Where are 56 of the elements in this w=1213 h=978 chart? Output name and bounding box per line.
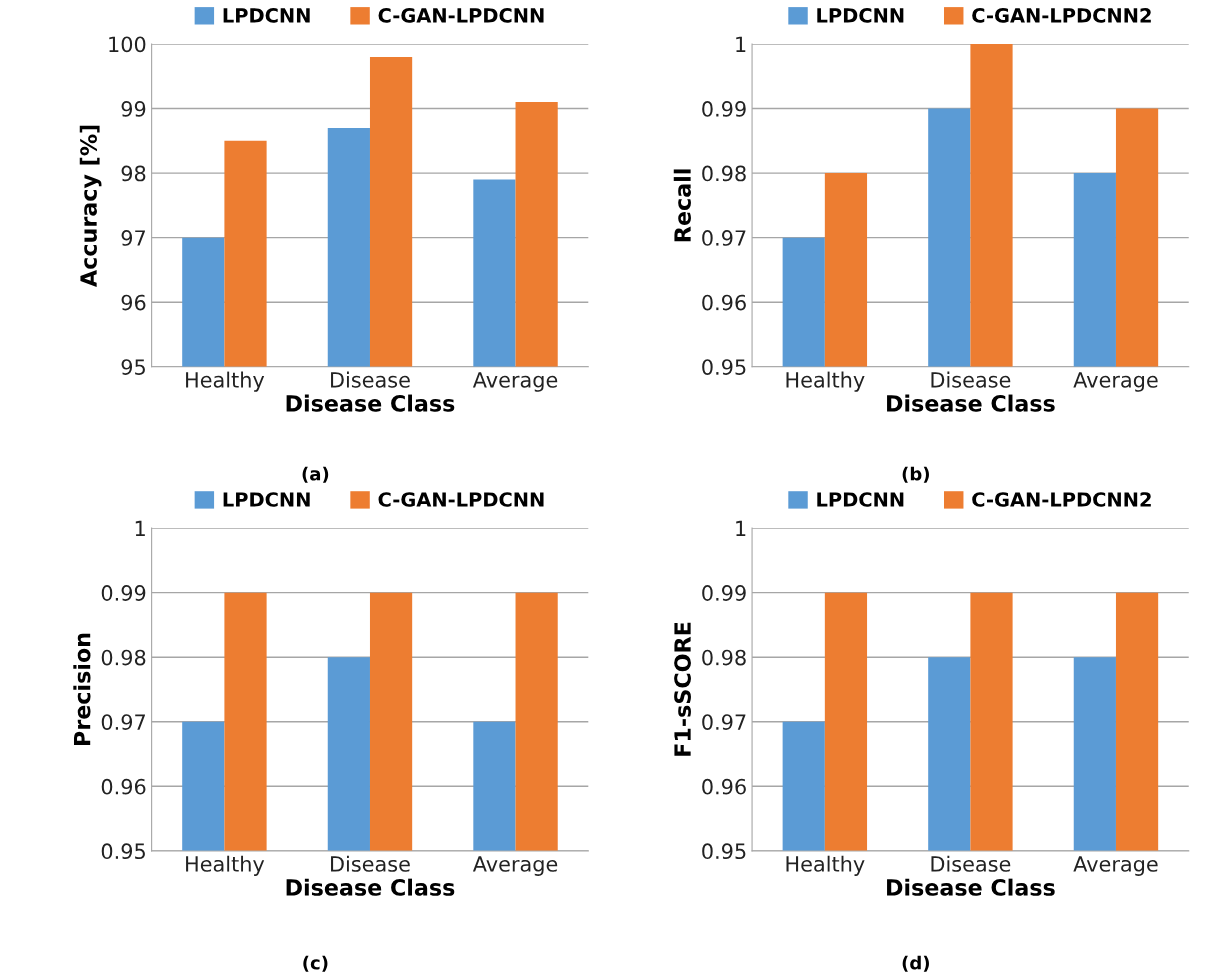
x-axis-title: Disease Class: [887, 394, 1055, 412]
y-axis-title: F1-sSCORE: [674, 622, 691, 756]
legend-label: LPDCNN: [817, 8, 904, 23]
x-tick-label: Disease: [331, 855, 410, 872]
y-tick-label: 98: [121, 165, 146, 182]
y-tick-label: 1: [135, 520, 145, 537]
y-tick-label: 0.98: [702, 165, 746, 182]
x-axis-title: Disease Class: [887, 878, 1055, 896]
legend-label: C-GAN-LPDCNN2: [972, 492, 1151, 507]
text: (a): [302, 466, 329, 483]
y-axis-title: Accuracy [%]: [79, 125, 102, 287]
legend-label: LPDCNN: [223, 492, 310, 507]
text: (d): [902, 955, 929, 972]
y-axis-title: Precision: [73, 633, 91, 745]
y-tick-label: 0.99: [702, 585, 746, 601]
y-tick-label: 0.99: [101, 585, 146, 601]
x-tick-label: Healthy: [786, 371, 865, 392]
y-tick-label: 0.97: [702, 714, 746, 730]
y-tick-label: 1: [736, 36, 746, 52]
legend-label: LPDCNN: [223, 8, 310, 23]
x-tick-label: Healthy: [186, 371, 265, 392]
y-axis-title: Recall: [673, 169, 691, 242]
x-tick-label: Average: [1073, 372, 1158, 392]
y-tick-label: 0.95: [101, 843, 145, 860]
y-tick-label: 0.97: [101, 714, 145, 730]
text: (b): [902, 466, 929, 483]
x-tick-label: Healthy: [786, 855, 865, 876]
x-tick-label: Average: [472, 372, 558, 392]
y-tick-label: 0.96: [101, 778, 146, 795]
x-tick-label: Healthy: [186, 855, 265, 876]
y-tick-label: 0.98: [101, 649, 146, 666]
x-axis-title: Disease Class: [286, 394, 455, 412]
y-tick-label: 0.99: [702, 101, 746, 117]
y-tick-label: 96: [121, 294, 146, 311]
y-tick-label: 0.98: [702, 649, 746, 666]
y-tick-label: 0.96: [702, 778, 746, 795]
y-tick-label: 97: [121, 230, 145, 246]
y-tick-label: 0.97: [702, 230, 746, 246]
legend-label: C-GAN-LPDCNN2: [972, 8, 1151, 23]
x-tick-label: Average: [1073, 856, 1158, 876]
text: (c): [303, 955, 328, 972]
legend-label: C-GAN-LPDCNN: [378, 8, 544, 23]
y-tick-label: 100: [109, 36, 146, 53]
y-tick-label: 95: [121, 359, 145, 375]
y-tick-label: 99: [121, 101, 146, 117]
x-tick-label: Average: [472, 856, 558, 876]
x-axis-title: Disease Class: [286, 878, 455, 896]
y-tick-label: 1: [736, 520, 746, 537]
legend-label: C-GAN-LPDCNN: [378, 492, 544, 507]
x-tick-label: Disease: [931, 371, 1011, 388]
legend-label: LPDCNN: [817, 492, 904, 507]
x-tick-label: Disease: [931, 855, 1011, 872]
y-tick-label: 0.95: [702, 359, 746, 375]
y-tick-label: 0.96: [702, 294, 746, 311]
x-tick-label: Disease: [331, 371, 410, 388]
y-tick-label: 0.95: [702, 843, 746, 860]
